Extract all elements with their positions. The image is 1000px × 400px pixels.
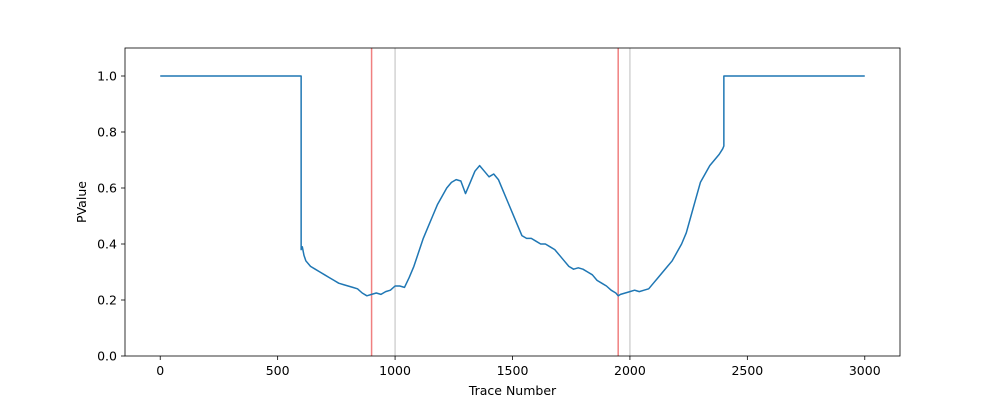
x-tick-label: 3000 [849,363,881,378]
y-axis-ticks: 0.0 0.2 0.4 0.6 0.8 1.0 [97,69,125,364]
x-tick-label: 500 [266,363,290,378]
y-tick-label: 0.4 [97,237,117,252]
x-axis-label: Trace Number [468,383,557,398]
x-axis-ticks: 0 500 1000 1500 2000 2500 3000 [156,356,881,378]
y-tick-label: 0.2 [97,293,117,308]
x-tick-label: 0 [156,363,164,378]
y-tick-label: 0.8 [97,125,117,140]
x-tick-label: 1000 [379,363,411,378]
y-tick-label: 0.6 [97,181,117,196]
vertical-markers [370,48,631,356]
series-layer [160,75,865,297]
plot-area [125,48,900,356]
series-line-0 [160,75,865,297]
y-tick-label: 0.0 [97,349,117,364]
x-tick-label: 1500 [497,363,529,378]
x-tick-label: 2000 [614,363,646,378]
y-axis-label: PValue [74,181,89,223]
y-tick-label: 1.0 [97,69,117,84]
x-tick-label: 2500 [731,363,763,378]
